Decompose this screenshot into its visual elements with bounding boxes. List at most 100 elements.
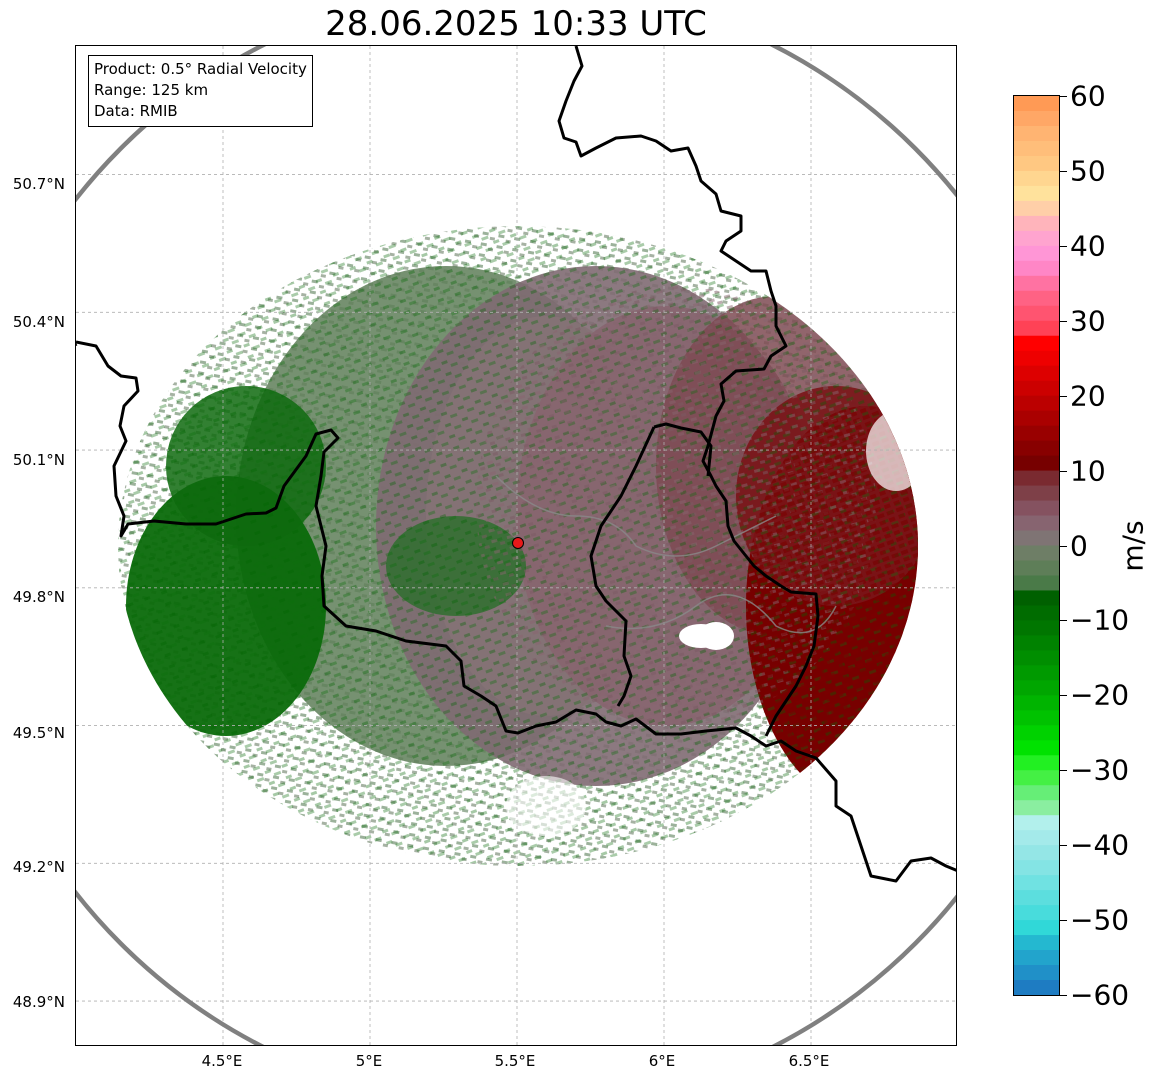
lon-label: 5°E — [355, 1052, 383, 1070]
colorbar-tick-label: 20 — [1070, 379, 1106, 413]
lat-label: 48.9°N — [12, 993, 65, 1011]
colorbar-band — [1014, 905, 1059, 921]
colorbar-tick — [1060, 245, 1067, 247]
colorbar-band — [1014, 215, 1059, 232]
colorbar-band — [1014, 740, 1059, 756]
colorbar-band — [1014, 830, 1059, 846]
colorbar-band — [1014, 800, 1059, 816]
colorbar-band — [1014, 260, 1059, 277]
colorbar-band — [1014, 440, 1059, 457]
colorbar-tick-label: −40 — [1070, 828, 1130, 862]
colorbar-band — [1014, 815, 1059, 831]
colorbar-tick-label: 10 — [1070, 454, 1106, 488]
velocity-echoes — [118, 226, 918, 866]
lat-label: 50.4°N — [12, 313, 65, 331]
colorbar-tick — [1060, 920, 1067, 922]
colorbar-band — [1014, 485, 1059, 502]
colorbar-band — [1014, 335, 1059, 352]
velocity-colorbar — [1013, 95, 1060, 996]
colorbar-tick — [1060, 96, 1067, 97]
colorbar-tick — [1060, 995, 1067, 996]
colorbar-tick-label: 30 — [1070, 304, 1106, 338]
colorbar-tick-label: 0 — [1070, 529, 1088, 562]
colorbar-band — [1014, 425, 1059, 442]
colorbar-band — [1014, 950, 1059, 966]
radar-map[interactable] — [75, 45, 957, 1046]
colorbar-band — [1014, 290, 1059, 307]
colorbar-band — [1014, 155, 1059, 172]
colorbar-band — [1014, 755, 1059, 771]
colorbar-band — [1014, 140, 1059, 157]
colorbar-band — [1014, 665, 1059, 681]
colorbar-band — [1014, 245, 1059, 262]
colorbar-band — [1014, 275, 1059, 292]
colorbar-tick-label: −30 — [1070, 753, 1130, 787]
radar-site-marker — [512, 537, 524, 549]
colorbar-tick — [1060, 395, 1067, 397]
colorbar-band — [1014, 680, 1059, 696]
colorbar-band — [1014, 500, 1059, 517]
colorbar-band — [1014, 200, 1059, 217]
colorbar-band — [1014, 170, 1059, 187]
product-info-box: Product: 0.5° Radial Velocity Range: 125… — [88, 55, 313, 127]
colorbar-band — [1014, 725, 1059, 741]
colorbar-band — [1014, 96, 1059, 112]
lat-label: 49.5°N — [12, 724, 65, 742]
colorbar-band — [1014, 530, 1059, 547]
lat-label: 50.1°N — [12, 451, 65, 469]
colorbar-tick-label: −50 — [1070, 903, 1130, 937]
lon-label: 4.5°E — [201, 1052, 243, 1070]
map-title: 28.06.2025 10:33 UTC — [325, 4, 707, 44]
colorbar-band — [1014, 380, 1059, 397]
colorbar-band — [1014, 605, 1059, 622]
colorbar-band — [1014, 785, 1059, 801]
colorbar-band — [1014, 590, 1059, 607]
colorbar-band — [1014, 695, 1059, 711]
lon-label: 6.5°E — [788, 1052, 830, 1070]
colorbar-tick-label: −20 — [1070, 678, 1130, 712]
country-borders — [76, 46, 956, 883]
colorbar-tick — [1060, 770, 1067, 772]
colorbar-tick — [1060, 470, 1067, 472]
colorbar-tick-label: −60 — [1070, 978, 1130, 1012]
colorbar-band — [1014, 575, 1059, 592]
colorbar-band — [1014, 515, 1059, 532]
product-line: Product: 0.5° Radial Velocity — [94, 60, 307, 78]
colorbar-band — [1014, 875, 1059, 891]
lat-label: 49.8°N — [12, 588, 65, 606]
colorbar-tick — [1060, 845, 1067, 847]
colorbar-band — [1014, 710, 1059, 726]
colorbar-band — [1014, 350, 1059, 367]
colorbar-band — [1014, 560, 1059, 577]
colorbar-tick — [1060, 320, 1067, 322]
colorbar-tick-label: −10 — [1070, 603, 1130, 637]
colorbar-band — [1014, 320, 1059, 337]
colorbar-band — [1014, 305, 1059, 322]
colorbar-band — [1014, 620, 1059, 636]
colorbar-band — [1014, 890, 1059, 906]
colorbar-gradient — [1014, 96, 1059, 995]
map-gridlines — [76, 46, 956, 1045]
colorbar-band — [1014, 980, 1059, 995]
colorbar-band — [1014, 125, 1059, 142]
colorbar-tick-label: 50 — [1070, 154, 1106, 188]
colorbar-tick-label: 40 — [1070, 229, 1106, 263]
colorbar-tick-label: 60 — [1070, 79, 1106, 113]
colorbar-band — [1014, 470, 1059, 487]
colorbar-band — [1014, 650, 1059, 666]
colorbar-band — [1014, 770, 1059, 786]
colorbar-unit: m/s — [1116, 520, 1150, 572]
colorbar-band — [1014, 545, 1059, 562]
lon-label: 5.5°E — [494, 1052, 536, 1070]
colorbar-band — [1014, 185, 1059, 202]
lon-label: 6°E — [648, 1052, 676, 1070]
colorbar-band — [1014, 965, 1059, 981]
data-source-line: Data: RMIB — [94, 102, 178, 120]
lat-label: 50.7°N — [12, 175, 65, 193]
colorbar-band — [1014, 110, 1059, 127]
rivers — [495, 475, 837, 634]
colorbar-band — [1014, 845, 1059, 861]
colorbar-tick — [1060, 170, 1067, 172]
colorbar-tick — [1060, 620, 1067, 622]
colorbar-band — [1014, 365, 1059, 382]
